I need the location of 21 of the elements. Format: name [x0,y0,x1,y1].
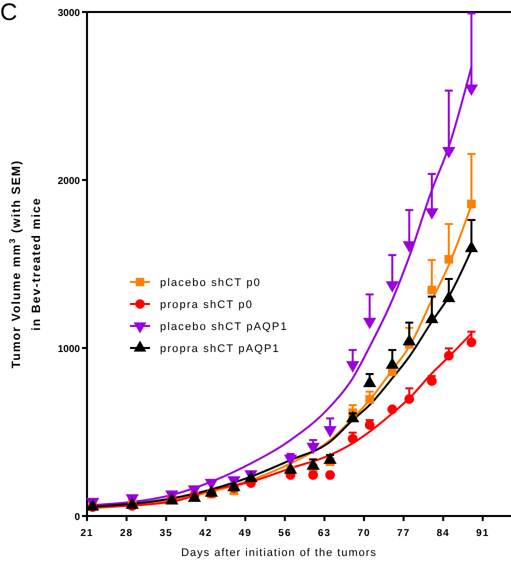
legend-label: placebo shCT p0 [160,277,261,289]
x-tick-label: 28 [120,528,134,539]
x-tick-label: 56 [278,528,292,539]
x-tick-label: 91 [476,528,490,539]
chart-title: C [0,0,18,26]
legend-label: placebo shCT pAQP1 [160,321,288,333]
y-tick-label: 0 [74,512,80,523]
y-tick-label: 2000 [58,176,80,187]
y-tick-label: 3000 [58,8,80,19]
x-tick-label: 49 [238,528,252,539]
legend-label: propra shCT p0 [160,299,254,311]
x-tick-label: 35 [160,528,173,539]
x-tick-label: 42 [199,528,212,539]
x-axis-title: Days after initiation of the tumors [181,547,377,559]
x-tick-label: 21 [80,528,94,539]
legend-label: propra shCT pAQP1 [160,343,280,355]
x-tick-label: 84 [436,528,450,539]
x-tick-label: 77 [397,528,410,539]
x-tick-label: 70 [357,528,371,539]
y-tick-label: 1000 [58,344,80,355]
x-tick-label: 63 [318,528,332,539]
